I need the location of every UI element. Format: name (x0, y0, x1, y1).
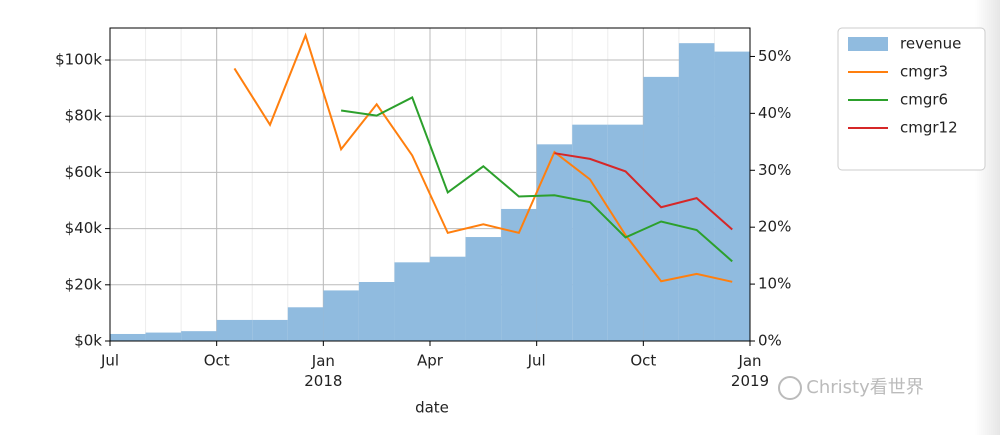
bar (643, 76, 679, 342)
watermark-icon (778, 376, 802, 400)
y2-tick-label: 20% (758, 218, 791, 236)
x-axis-label: date (415, 399, 449, 417)
legend-label: revenue (900, 35, 961, 53)
plot-frame (109, 27, 751, 342)
bar (678, 43, 715, 341)
y2-tick-label: 50% (758, 47, 791, 65)
line (554, 152, 733, 231)
bar (430, 256, 466, 341)
x-tick-label: Jan 2018 (304, 352, 342, 390)
bar (358, 281, 395, 341)
bar (323, 290, 359, 341)
y-tick-label: $20k (65, 275, 103, 293)
line (340, 96, 733, 263)
x-tick-label: Jul (100, 352, 119, 370)
legend-box (837, 27, 986, 171)
y2-tick-label: 10% (758, 275, 791, 293)
y2-tick-label: 40% (758, 104, 791, 122)
y-tick-label: $100k (55, 51, 102, 69)
x-tick-label: Oct (204, 352, 230, 370)
bar (287, 307, 324, 341)
bar (572, 124, 608, 341)
bar (501, 208, 537, 341)
bar (714, 51, 750, 341)
bar (110, 333, 146, 341)
x-tick-label: Oct (630, 352, 656, 370)
bar (465, 237, 502, 341)
bar (216, 319, 253, 341)
y2-tick-label: 0% (758, 332, 782, 350)
x-tick-label: Jul (527, 352, 546, 370)
x-tick-label: Jan 2019 (731, 352, 769, 390)
bar (536, 144, 573, 341)
legend-label: cmgr6 (900, 91, 948, 109)
line (233, 32, 733, 283)
bar (252, 319, 288, 341)
bar (145, 332, 182, 341)
x-tick-label: Apr (417, 352, 444, 370)
y-tick-label: $80k (65, 107, 103, 125)
y-tick-label: $40k (65, 219, 103, 237)
y-tick-label: $0k (74, 332, 102, 350)
y-tick-label: $60k (65, 163, 103, 181)
watermark: Christy看世界 (806, 377, 923, 398)
bar (181, 331, 217, 341)
bar (394, 262, 430, 341)
legend-label: cmgr3 (900, 63, 948, 81)
legend-swatch (848, 37, 888, 51)
y2-tick-label: 30% (758, 161, 791, 179)
legend-label: cmgr12 (900, 119, 958, 137)
